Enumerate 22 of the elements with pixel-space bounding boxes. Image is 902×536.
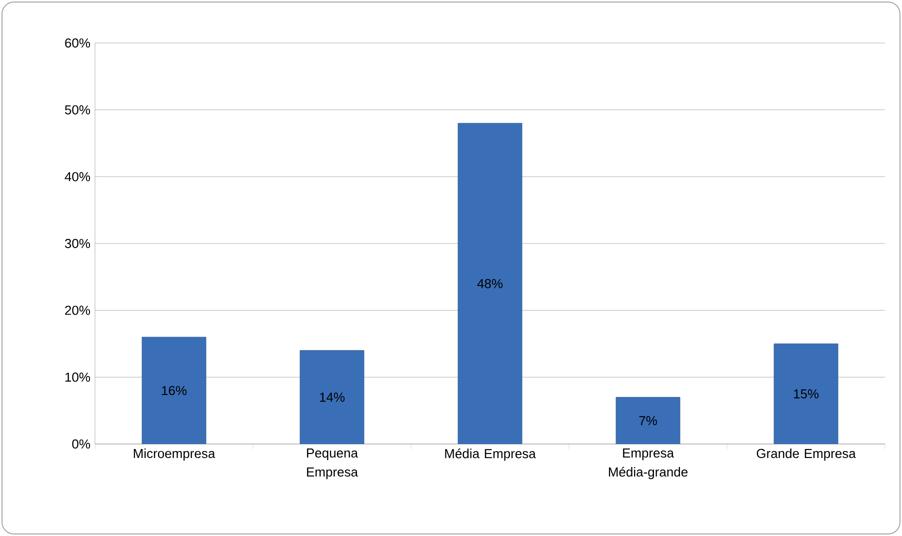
data-label: 7% [639,416,657,426]
y-tick-label: 30% [64,238,90,248]
x-tick-label: Microempresa [134,448,216,461]
bar [300,350,364,444]
bar [616,397,680,444]
x-tick-label: Pequena Empresa [307,448,358,480]
data-label: 15% [794,389,819,398]
x-tick-label: Média Empresa [445,448,536,461]
x-tick-label: Grande Empresa [756,448,856,461]
bar [142,336,206,444]
bar [774,344,838,444]
y-tick-label: 40% [64,172,90,182]
data-label: 16% [162,386,187,396]
y-tick-label: 60% [65,38,90,48]
data-label: 14% [320,392,345,402]
data-label: 48% [477,278,503,288]
y-tick-label: 0% [72,439,90,449]
x-tick-label: Empresa Média-grande [608,448,688,480]
y-tick-label: 10% [65,372,90,382]
y-tick-label: 20% [65,306,90,315]
y-tick-label: 50% [64,105,90,114]
bar [458,123,522,444]
